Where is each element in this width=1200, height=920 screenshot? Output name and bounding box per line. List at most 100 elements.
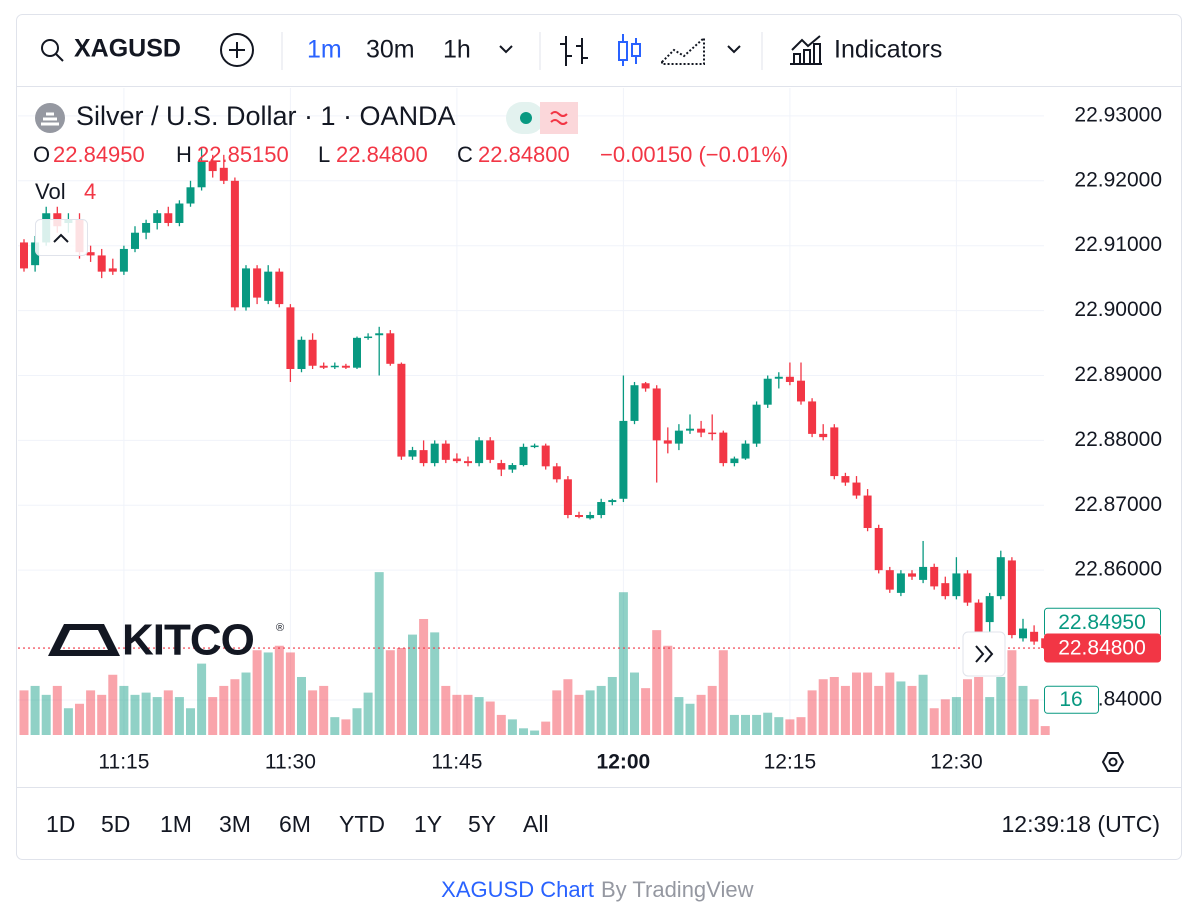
candle-body [153, 213, 162, 223]
symbol-search[interactable]: XAGUSD [41, 35, 181, 63]
x-tick-label: 11:15 [98, 751, 149, 774]
candle-body [131, 232, 139, 249]
candle-body [830, 427, 839, 477]
range-button[interactable]: 1D [46, 811, 75, 837]
compare-button[interactable] [220, 33, 254, 67]
candle-body [319, 365, 328, 368]
range-button[interactable]: 3M [219, 811, 251, 837]
search-icon [41, 39, 59, 57]
y-tick-label: 22.90000 [1074, 298, 1162, 321]
volume-bar [319, 685, 329, 735]
candle-body [519, 446, 528, 466]
volume-bar [63, 708, 73, 735]
volume-bar [596, 685, 606, 735]
style-dropdown[interactable] [727, 45, 741, 54]
area-style[interactable] [661, 35, 705, 65]
volume-bar [707, 685, 717, 735]
range-button[interactable]: All [523, 811, 549, 837]
candle-body [730, 458, 739, 464]
search-icon [55, 53, 64, 62]
indicators-button[interactable]: Indicators [834, 36, 942, 64]
volume-bar [463, 694, 473, 735]
volume-bar [519, 728, 528, 735]
candle-body [563, 479, 572, 516]
candle-body [208, 161, 217, 172]
volume-bar [385, 650, 395, 735]
candle-body [530, 445, 539, 448]
interval-button[interactable]: 1m [307, 36, 342, 64]
symbol-logo [41, 112, 59, 126]
candle-body [486, 440, 495, 460]
candle-body [452, 458, 461, 462]
volume-bar [729, 714, 739, 735]
candle-body [497, 463, 506, 470]
interval-dropdown[interactable] [499, 45, 513, 54]
volume-bar [696, 694, 706, 735]
candle-body [630, 385, 639, 421]
candle-body [586, 515, 595, 519]
volume-bar [641, 688, 651, 735]
candle-body [164, 213, 173, 223]
volume-bar [752, 714, 762, 735]
range-button[interactable]: 1Y [414, 811, 442, 837]
y-tick-label: 22.92000 [1074, 168, 1162, 191]
range-button[interactable]: YTD [339, 811, 385, 837]
footer-link[interactable]: XAGUSD Chart [441, 877, 594, 902]
volume-bar [197, 663, 207, 735]
candle-body [619, 420, 628, 499]
volume-bar [630, 672, 639, 735]
range-button[interactable]: 5D [101, 811, 130, 837]
candle-body [552, 466, 561, 480]
range-button[interactable]: 5Y [468, 811, 496, 837]
volume-bar [274, 645, 284, 735]
x-tick-label: 12:30 [930, 751, 983, 774]
candle-body [108, 268, 117, 272]
x-tick-label: 12:00 [597, 751, 651, 774]
indicators-icon[interactable] [790, 35, 822, 65]
candle-body [752, 404, 761, 444]
candle-body [441, 443, 450, 460]
interval-button[interactable]: 1h [443, 36, 471, 64]
range-bar: 1D 5D 1M 3M 6M YTD 1Y 5Y All [46, 811, 549, 837]
x-tick-label: 11:30 [265, 751, 316, 774]
candle-body [908, 573, 916, 577]
volume-bar [974, 676, 984, 735]
bars-style[interactable] [560, 36, 588, 66]
settings-button[interactable] [1101, 752, 1125, 772]
candle-body [475, 440, 484, 464]
volume-bar [108, 674, 118, 735]
candle-body [597, 502, 606, 516]
candle-body [308, 339, 317, 366]
candle-body [919, 566, 928, 580]
volume-bar [174, 697, 184, 735]
range-button[interactable]: 1M [160, 811, 192, 837]
candle-body [219, 167, 228, 181]
volume-bar [219, 685, 229, 735]
plus-icon[interactable] [220, 33, 254, 67]
volume-bar [396, 647, 406, 735]
change-value: −0.00150 (−0.01%) [600, 142, 788, 167]
candle-body [197, 161, 206, 188]
candle-body [97, 255, 106, 272]
candle-body [1007, 560, 1016, 636]
candle-body [797, 380, 805, 402]
volume-bar [796, 717, 806, 735]
candles-style[interactable] [618, 34, 641, 66]
volume-bar [1029, 699, 1039, 735]
interval-button[interactable]: 30m [366, 36, 415, 64]
candle-body [819, 433, 828, 438]
candle-body [508, 465, 517, 470]
volume-bar [951, 697, 961, 735]
status-dot [520, 112, 532, 124]
volume-bar [308, 690, 318, 735]
symbol[interactable]: XAGUSD [74, 35, 181, 63]
candle-body [341, 365, 350, 368]
volume-bar [863, 672, 873, 735]
volume-bar [907, 685, 917, 735]
candle-body [297, 339, 306, 369]
range-button[interactable]: 6M [279, 811, 311, 837]
candle-body [386, 333, 395, 364]
collapse-legend[interactable] [35, 219, 88, 256]
candle-body [686, 428, 694, 431]
candle-body [985, 596, 994, 623]
